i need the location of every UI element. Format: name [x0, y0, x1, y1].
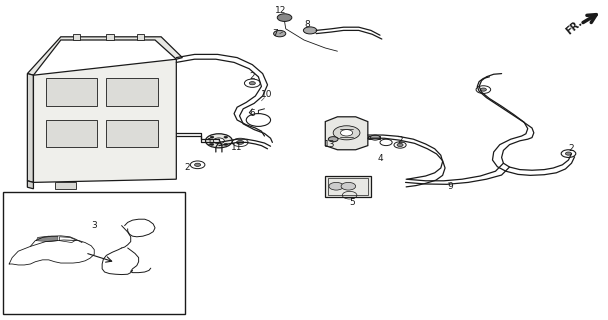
Bar [328, 178, 368, 195]
Circle shape [244, 79, 260, 87]
Text: FR.: FR. [564, 18, 585, 37]
Circle shape [370, 135, 380, 140]
Circle shape [303, 27, 317, 34]
Text: 4: 4 [377, 154, 383, 163]
Text: 2: 2 [249, 72, 255, 81]
Circle shape [565, 152, 572, 155]
Text: 10: 10 [261, 90, 272, 99]
Circle shape [328, 137, 338, 142]
Circle shape [249, 82, 255, 85]
Circle shape [190, 161, 205, 169]
Polygon shape [27, 181, 33, 189]
Polygon shape [137, 34, 144, 40]
Circle shape [206, 134, 232, 148]
Circle shape [224, 136, 227, 138]
Text: 12: 12 [275, 6, 286, 15]
Circle shape [397, 143, 403, 147]
Bar [106, 78, 158, 106]
Circle shape [333, 126, 360, 140]
Polygon shape [27, 37, 182, 75]
Bar [46, 120, 97, 147]
Bar [325, 176, 371, 197]
Circle shape [329, 182, 344, 190]
Circle shape [213, 138, 224, 144]
Circle shape [341, 182, 356, 190]
Polygon shape [106, 34, 114, 40]
Text: 6: 6 [249, 109, 255, 118]
Text: 2: 2 [568, 144, 575, 153]
Text: 5: 5 [350, 198, 356, 207]
Circle shape [210, 143, 214, 145]
Circle shape [277, 14, 292, 21]
Text: 7: 7 [272, 29, 278, 38]
Circle shape [476, 86, 491, 93]
Text: 11: 11 [232, 143, 243, 152]
Text: 3: 3 [91, 221, 97, 230]
Polygon shape [27, 74, 33, 182]
Bar [3, 192, 185, 314]
Polygon shape [73, 34, 80, 40]
Text: 8: 8 [304, 20, 310, 29]
Circle shape [237, 140, 244, 144]
Polygon shape [33, 59, 176, 182]
Bar [106, 120, 158, 147]
Polygon shape [325, 117, 368, 150]
Text: 13: 13 [325, 140, 336, 149]
Circle shape [224, 143, 227, 145]
Polygon shape [38, 236, 57, 241]
Text: 2: 2 [397, 136, 403, 145]
Circle shape [195, 163, 201, 166]
Polygon shape [55, 182, 76, 189]
Text: 2: 2 [184, 163, 190, 172]
Circle shape [480, 88, 486, 91]
Text: 1: 1 [207, 138, 213, 147]
Circle shape [340, 130, 353, 136]
Circle shape [210, 136, 214, 138]
Polygon shape [368, 136, 380, 139]
Circle shape [274, 30, 286, 37]
Bar [46, 78, 97, 106]
Text: 9: 9 [447, 182, 453, 191]
